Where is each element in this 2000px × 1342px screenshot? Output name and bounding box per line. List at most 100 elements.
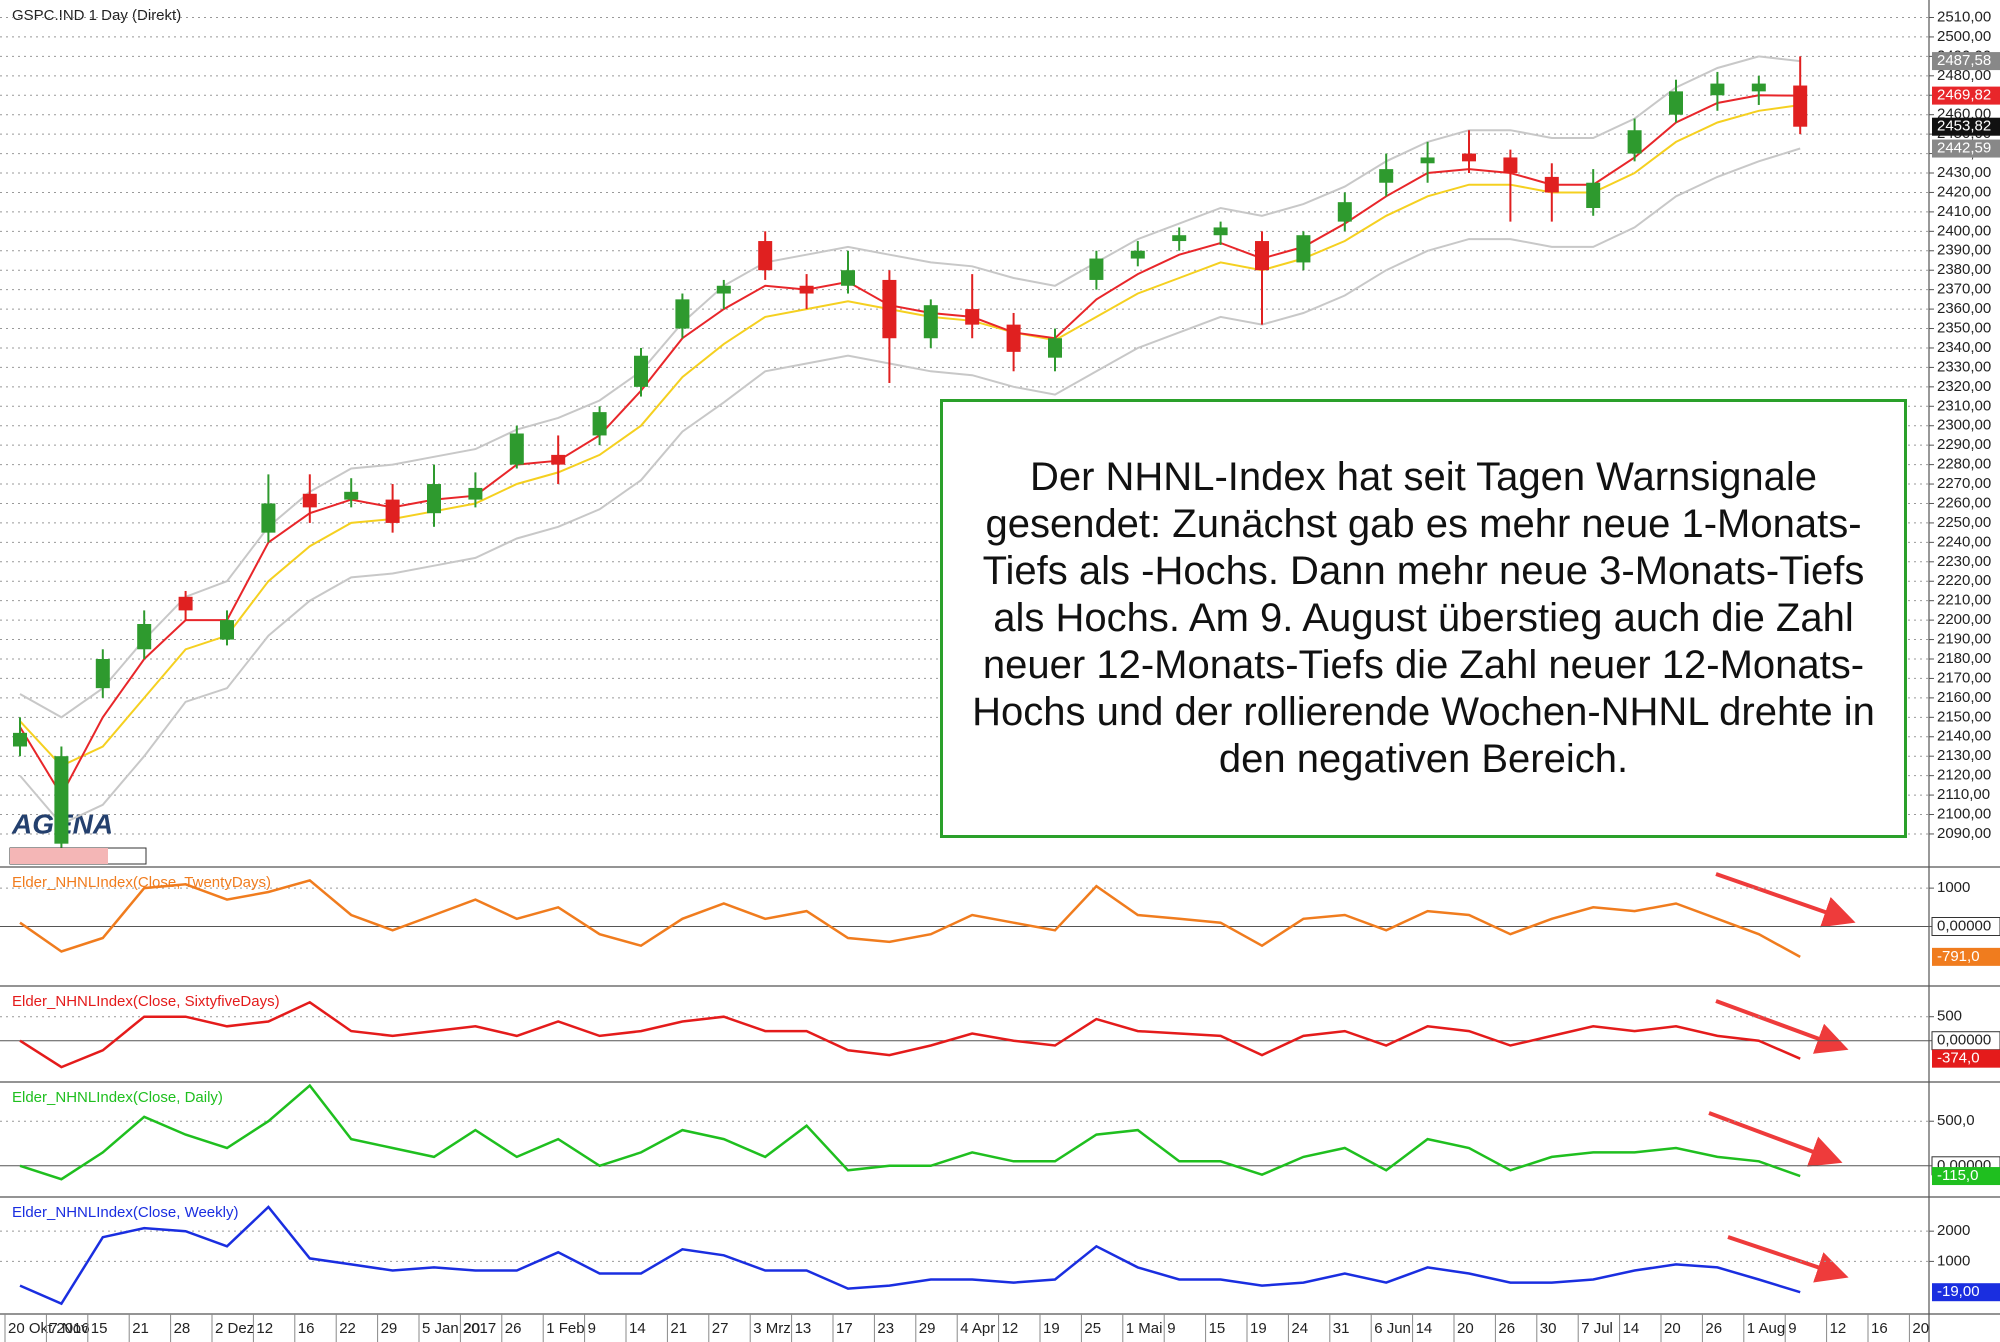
candle-body [468,487,483,500]
candle-body [1006,324,1021,352]
x-tick-label: 20 [1912,1320,1929,1337]
x-tick-label: 31 [1333,1320,1350,1337]
x-tick-label: 7 Nov [49,1320,89,1337]
candle-body [1793,85,1808,127]
x-tick-label: 1 Feb [546,1320,584,1337]
y-tick-label: 2170,00 [1937,669,1991,686]
x-tick-label: 28 [174,1320,191,1337]
y-tick-label: 0,00000 [1937,917,1991,934]
x-tick-label: 22 [339,1320,356,1337]
candle-body [1462,153,1476,162]
candle-body [54,756,69,844]
candle-body [1130,250,1145,259]
candle-body [1255,241,1269,271]
y-tick-label: 0,00000 [1937,1032,1991,1049]
candle-body [261,503,276,533]
candle-body [1172,235,1187,242]
y-tick-label: 2130,00 [1937,747,1991,764]
y-tick-label: 2240,00 [1937,533,1991,550]
x-tick-label: 24 [1291,1320,1308,1337]
y-tick-label: 2190,00 [1937,631,1991,648]
value-box [1932,139,2000,158]
y-tick-label: 2090,00 [1937,825,1991,842]
x-tick-label: 16 [1871,1320,1888,1337]
candle-body [427,484,441,514]
x-tick-label: 29 [919,1320,936,1337]
x-tick-label: 12 [256,1320,273,1337]
panel-title: Elder_NHNLIndex(Close, TwentyDays) [12,874,271,891]
x-tick-label: 26 [1705,1320,1722,1337]
value-label: 2487,58 [1937,52,1991,69]
series-line [19,879,1801,958]
candle-body [1503,157,1518,174]
annotation: Der NHNL-Index hat seit Tagen Warnsignal… [940,399,1907,838]
x-tick-label: 20 [1457,1320,1474,1337]
candle-body [1379,169,1394,183]
candle-body [1710,83,1725,96]
x-tick-label: 29 [381,1320,398,1337]
x-tick-label: 25 [1084,1320,1101,1337]
value-label: -19,00 [1937,1283,1980,1300]
value-label: 2469,82 [1937,87,1991,104]
y-tick-label: 2420,00 [1937,183,1991,200]
series-line [19,1083,1801,1181]
candle-body [1627,130,1642,154]
x-tick-label: 12 [1830,1320,1847,1337]
y-tick-label: 2410,00 [1937,203,1991,220]
value-label: -791,0 [1937,948,1980,965]
candle-body [634,355,648,387]
candle-body [220,620,234,640]
y-tick-label: 2180,00 [1937,650,1991,667]
x-tick-label: 20 [1664,1320,1681,1337]
x-tick-label: 23 [877,1320,894,1337]
candle-body [841,270,855,286]
y-tick-label: 2210,00 [1937,592,1991,609]
y-tick-label: 2260,00 [1937,494,1991,511]
series-line [19,1000,1801,1069]
candle-body [799,285,814,294]
candle-body [1296,235,1311,263]
y-tick-label: 2100,00 [1937,805,1991,822]
value-box [1932,117,2000,136]
candle-body [1669,91,1683,115]
candle-body [1213,227,1228,236]
x-tick-label: 27 [712,1320,729,1337]
candle-body [1048,338,1062,358]
y-tick-label: 2150,00 [1937,708,1991,725]
y-tick-label: 2330,00 [1937,358,1991,375]
candle-body [302,493,317,508]
candle-body [95,658,110,689]
x-tick-label: 9 [588,1320,596,1337]
x-tick-label: 4 Apr [960,1320,995,1337]
x-tick-label: 9 [1788,1320,1796,1337]
candle-body [1337,202,1352,222]
candle-body [1586,182,1601,209]
panel-title: Elder_NHNLIndex(Close, Weekly) [12,1204,238,1221]
chart-title: GSPC.IND 1 Day (Direkt) [12,7,181,24]
value-box [1932,1049,2000,1068]
value-label: 2453,82 [1937,118,1991,135]
y-tick-label: 2120,00 [1937,767,1991,784]
arrow [1715,999,1849,1054]
x-tick-label: 1 Mai [1126,1320,1163,1337]
value-label: -115,0 [1937,1167,1978,1184]
value-box [1932,86,2000,105]
y-tick-label: 2480,00 [1937,67,1991,84]
value-label: 2442,59 [1937,140,1991,157]
y-tick-label: 2230,00 [1937,553,1991,570]
candle-body [1751,83,1766,92]
candle-body [344,491,359,500]
value-box [1932,1283,2000,1302]
candle-body [385,499,400,523]
x-tick-label: 17 [836,1320,853,1337]
series-line [19,1205,1801,1306]
candle-body [923,305,938,339]
y-tick-label: 500 [1937,1008,1962,1025]
candle-body [758,241,773,271]
x-tick-label: 5 Jan 2017 [422,1320,496,1337]
value-box [1932,1167,2000,1186]
x-tick-label: 20 Okt 2016 [8,1320,90,1337]
